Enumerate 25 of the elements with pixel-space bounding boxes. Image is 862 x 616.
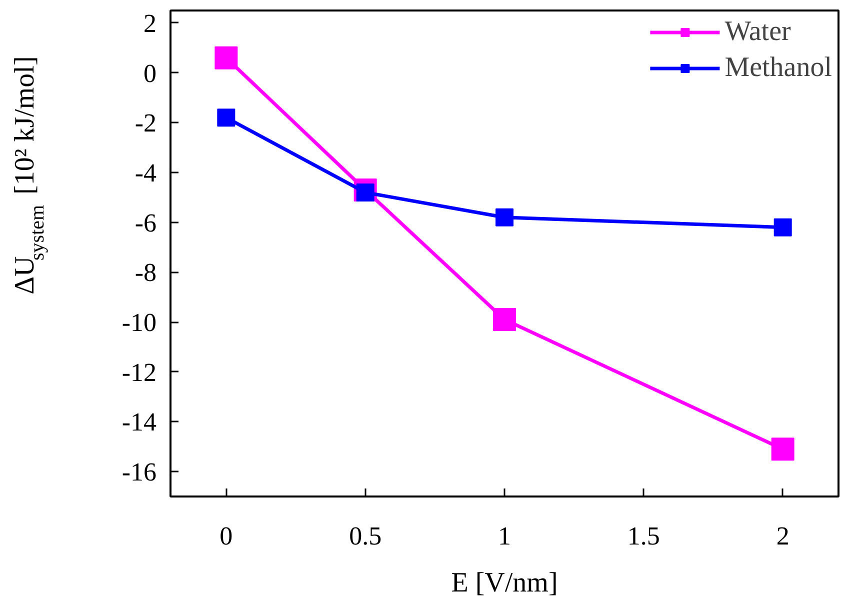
x-tick-label: 0 (220, 522, 233, 550)
point (493, 308, 516, 332)
y-axis-title: ΔUsystem [10² kJ/mol] (10, 56, 48, 294)
y-tick-label: -4 (134, 158, 157, 188)
point (771, 438, 794, 461)
x-tick-label: 1.5 (627, 522, 660, 550)
x-tick-label: 1 (498, 522, 511, 550)
point (217, 108, 236, 127)
legend-label: Methanol (724, 52, 832, 84)
point (496, 208, 514, 226)
y-tick-label: 2 (144, 8, 156, 38)
y-tick-label: -10 (122, 308, 157, 338)
x-axis-title: E [V/nm] (451, 568, 558, 598)
x-tick-label: 0.5 (349, 522, 382, 550)
point (774, 218, 792, 236)
y-tick-label: -6 (134, 208, 157, 238)
y-tick-label: -8 (134, 258, 157, 288)
y-tick-label: -14 (122, 408, 157, 437)
y-tick-label: 0 (144, 58, 156, 88)
y-tick-label: -2 (134, 108, 157, 138)
legend-label: Water (724, 16, 791, 48)
y-tick-label: -12 (122, 358, 157, 387)
y-tick-label: -16 (122, 458, 157, 487)
point (214, 46, 238, 70)
x-tick-label: 2 (776, 522, 790, 550)
